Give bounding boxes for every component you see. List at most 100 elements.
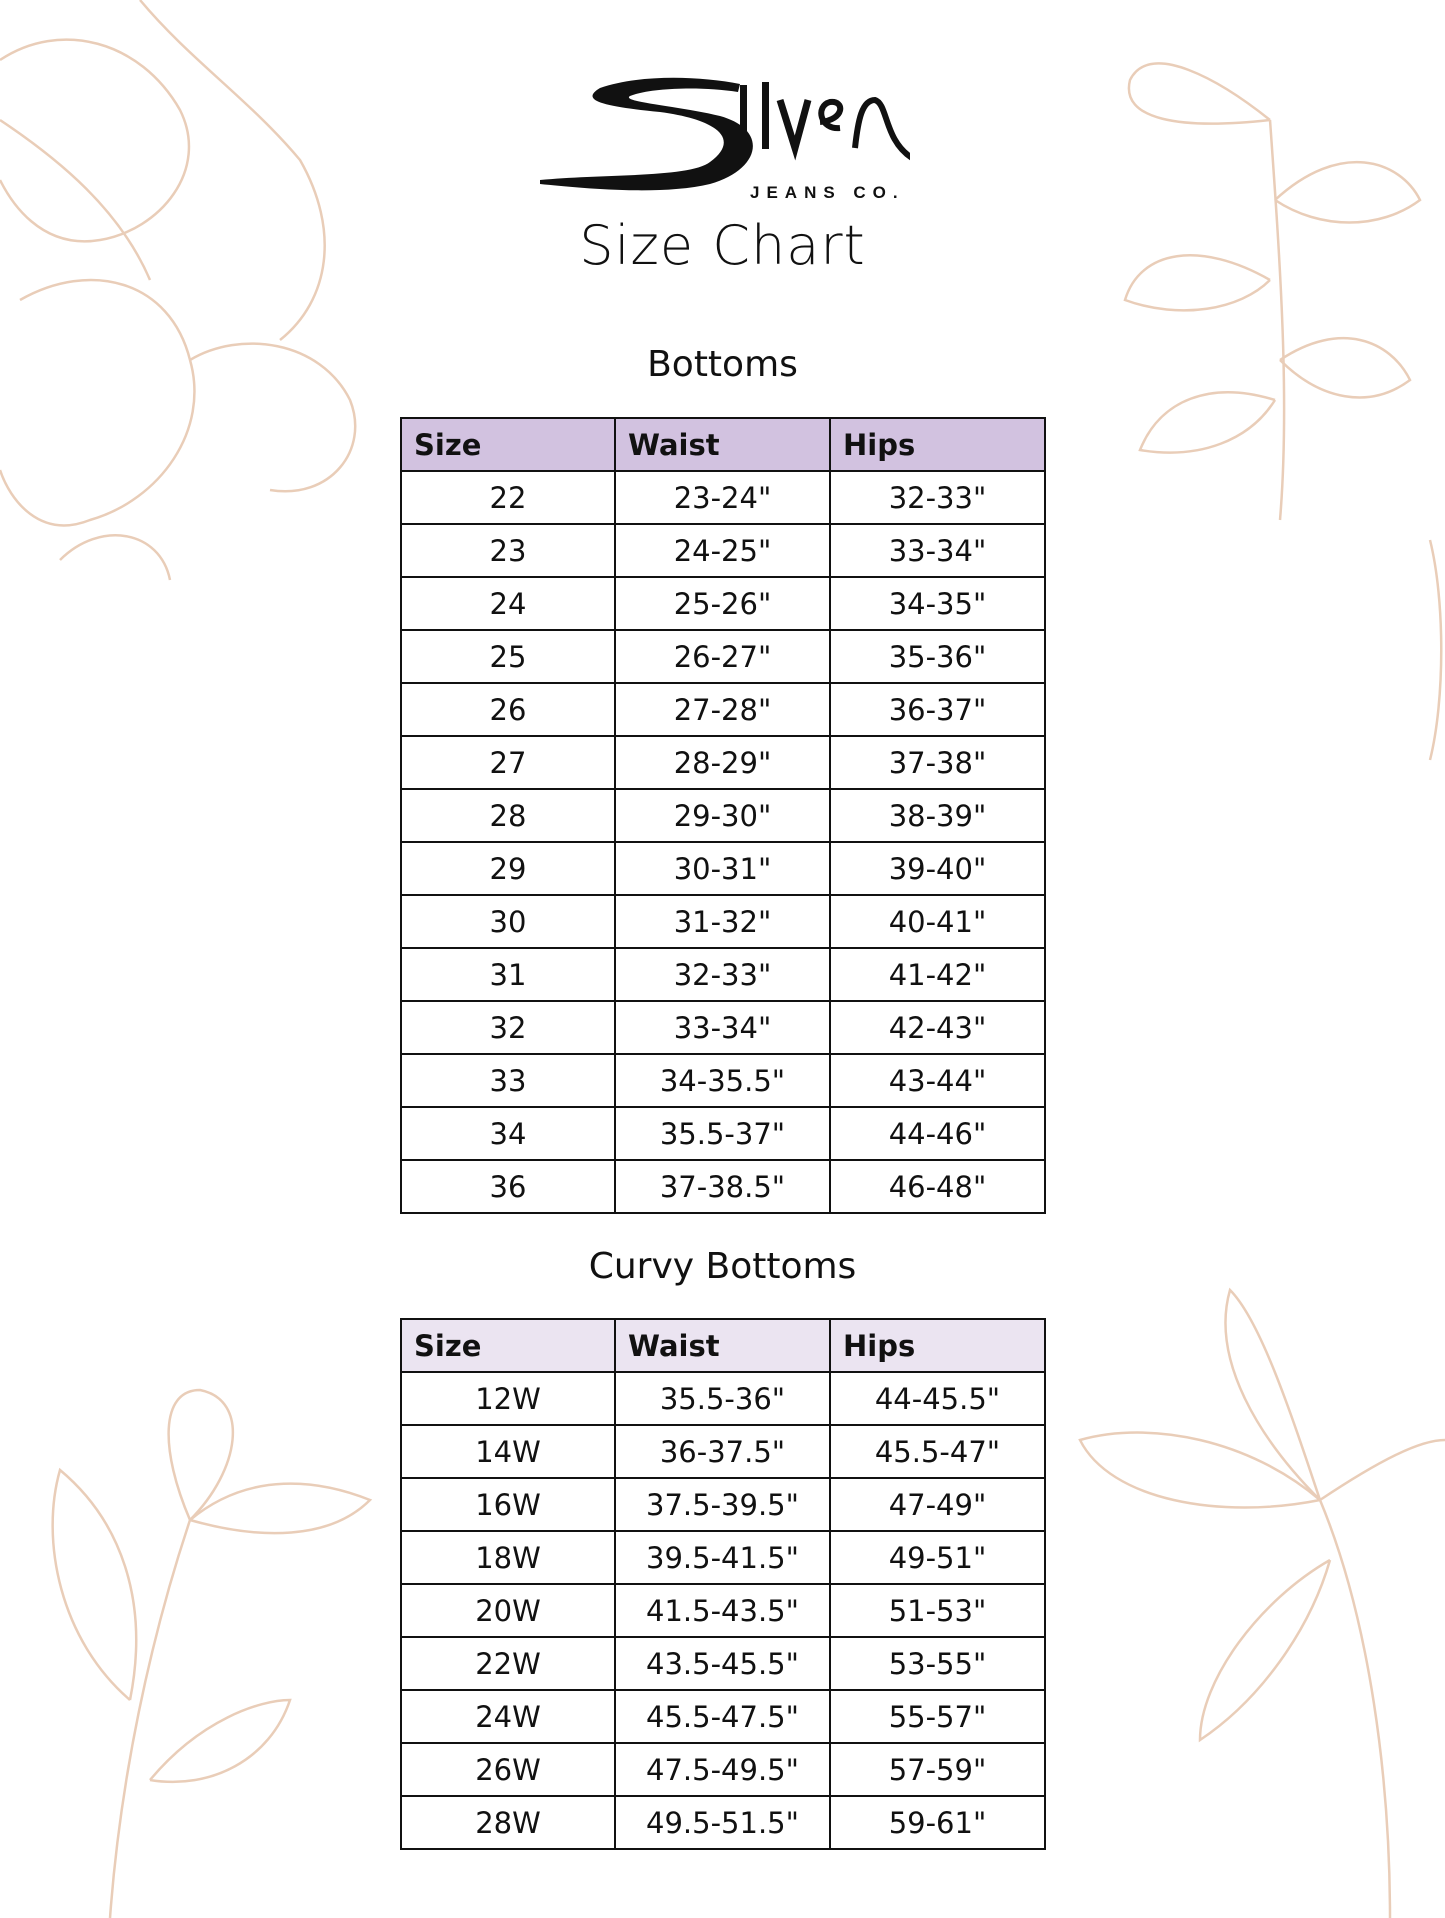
table-row: 26 27-28" 36-37"	[400, 682, 1046, 737]
flower-bottom-left-illustration	[51, 1388, 373, 1918]
flower-bottom-right-illustration	[1078, 1287, 1445, 1918]
cell-size: 30	[400, 894, 616, 949]
cell-waist: 30-31"	[614, 841, 831, 896]
cell-size: 36	[400, 1159, 616, 1214]
cell-hips: 34-35"	[829, 576, 1046, 631]
cell-waist: 25-26"	[614, 576, 831, 631]
cell-waist: 26-27"	[614, 629, 831, 684]
cell-hips: 47-49"	[829, 1477, 1046, 1532]
column-header-waist: Waist	[614, 1318, 831, 1373]
table-row: 30 31-32" 40-41"	[400, 894, 1046, 949]
table-row: 22W 43.5-45.5" 53-55"	[400, 1636, 1046, 1691]
table-row: 28 29-30" 38-39"	[400, 788, 1046, 843]
cell-hips: 33-34"	[829, 523, 1046, 578]
cell-hips: 38-39"	[829, 788, 1046, 843]
cell-waist: 36-37.5"	[614, 1424, 831, 1479]
cell-size: 27	[400, 735, 616, 790]
table-row: 26W 47.5-49.5" 57-59"	[400, 1742, 1046, 1797]
table-row: 24 25-26" 34-35"	[400, 576, 1046, 631]
table-header-row: Size Waist Hips	[400, 417, 1046, 472]
curvy-bottoms-size-table: Size Waist Hips 12W 35.5-36" 44-45.5" 14W 36…	[400, 1318, 1046, 1850]
cell-waist: 35.5-37"	[614, 1106, 831, 1161]
cell-size: 14W	[400, 1424, 616, 1479]
page-title: Size Chart	[579, 214, 866, 277]
cell-size: 18W	[400, 1530, 616, 1585]
cell-waist: 33-34"	[614, 1000, 831, 1055]
cell-hips: 36-37"	[829, 682, 1046, 737]
cell-hips: 40-41"	[829, 894, 1046, 949]
table-row: 28W 49.5-51.5" 59-61"	[400, 1795, 1046, 1850]
cell-hips: 53-55"	[829, 1636, 1046, 1691]
column-header-size: Size	[400, 1318, 616, 1373]
cell-waist: 29-30"	[614, 788, 831, 843]
silver-jeans-logo: JEANS CO.	[540, 77, 910, 202]
cell-hips: 46-48"	[829, 1159, 1046, 1214]
column-header-hips: Hips	[829, 417, 1046, 472]
cell-hips: 55-57"	[829, 1689, 1046, 1744]
cell-hips: 51-53"	[829, 1583, 1046, 1638]
cell-size: 25	[400, 629, 616, 684]
cell-waist: 31-32"	[614, 894, 831, 949]
cell-size: 28	[400, 788, 616, 843]
cell-hips: 32-33"	[829, 470, 1046, 525]
cell-hips: 39-40"	[829, 841, 1046, 896]
cell-size: 22W	[400, 1636, 616, 1691]
cell-waist: 23-24"	[614, 470, 831, 525]
table-row: 14W 36-37.5" 45.5-47"	[400, 1424, 1046, 1479]
column-header-waist: Waist	[614, 417, 831, 472]
cell-size: 33	[400, 1053, 616, 1108]
logo-subtext: JEANS CO.	[750, 183, 905, 202]
table-row: 12W 35.5-36" 44-45.5"	[400, 1371, 1046, 1426]
cell-size: 26W	[400, 1742, 616, 1797]
cell-hips: 42-43"	[829, 1000, 1046, 1055]
cell-hips: 37-38"	[829, 735, 1046, 790]
cell-waist: 39.5-41.5"	[614, 1530, 831, 1585]
cell-hips: 44-46"	[829, 1106, 1046, 1161]
cell-waist: 32-33"	[614, 947, 831, 1002]
flower-top-right-illustration	[1123, 62, 1443, 761]
cell-waist: 28-29"	[614, 735, 831, 790]
cell-size: 34	[400, 1106, 616, 1161]
bottoms-heading: Bottoms	[647, 344, 798, 385]
cell-size: 16W	[400, 1477, 616, 1532]
table-row: 29 30-31" 39-40"	[400, 841, 1046, 896]
flower-top-left-illustration	[0, 0, 357, 581]
cell-hips: 57-59"	[829, 1742, 1046, 1797]
table-row: 18W 39.5-41.5" 49-51"	[400, 1530, 1046, 1585]
cell-hips: 44-45.5"	[829, 1371, 1046, 1426]
table-row: 22 23-24" 32-33"	[400, 470, 1046, 525]
cell-hips: 35-36"	[829, 629, 1046, 684]
cell-size: 28W	[400, 1795, 616, 1850]
cell-size: 29	[400, 841, 616, 896]
cell-waist: 43.5-45.5"	[614, 1636, 831, 1691]
cell-size: 24	[400, 576, 616, 631]
table-row: 25 26-27" 35-36"	[400, 629, 1046, 684]
column-header-size: Size	[400, 417, 616, 472]
cell-size: 20W	[400, 1583, 616, 1638]
cell-size: 24W	[400, 1689, 616, 1744]
curvy-bottoms-heading: Curvy Bottoms	[588, 1246, 857, 1287]
cell-waist: 37-38.5"	[614, 1159, 831, 1214]
table-row: 34 35.5-37" 44-46"	[400, 1106, 1046, 1161]
table-row: 27 28-29" 37-38"	[400, 735, 1046, 790]
cell-waist: 34-35.5"	[614, 1053, 831, 1108]
cell-size: 23	[400, 523, 616, 578]
cell-size: 12W	[400, 1371, 616, 1426]
cell-waist: 27-28"	[614, 682, 831, 737]
table-row: 23 24-25" 33-34"	[400, 523, 1046, 578]
cell-waist: 35.5-36"	[614, 1371, 831, 1426]
cell-hips: 45.5-47"	[829, 1424, 1046, 1479]
table-row: 24W 45.5-47.5" 55-57"	[400, 1689, 1046, 1744]
cell-hips: 49-51"	[829, 1530, 1046, 1585]
cell-waist: 24-25"	[614, 523, 831, 578]
table-row: 32 33-34" 42-43"	[400, 1000, 1046, 1055]
table-row: 36 37-38.5" 46-48"	[400, 1159, 1046, 1214]
table-row: 20W 41.5-43.5" 51-53"	[400, 1583, 1046, 1638]
cell-hips: 59-61"	[829, 1795, 1046, 1850]
cell-size: 26	[400, 682, 616, 737]
table-row: 31 32-33" 41-42"	[400, 947, 1046, 1002]
cell-waist: 49.5-51.5"	[614, 1795, 831, 1850]
table-row: 33 34-35.5" 43-44"	[400, 1053, 1046, 1108]
bottoms-size-table: Size Waist Hips 22 23-24" 32-33" 23 24-25" 33…	[400, 417, 1046, 1214]
table-header-row: Size Waist Hips	[400, 1318, 1046, 1373]
